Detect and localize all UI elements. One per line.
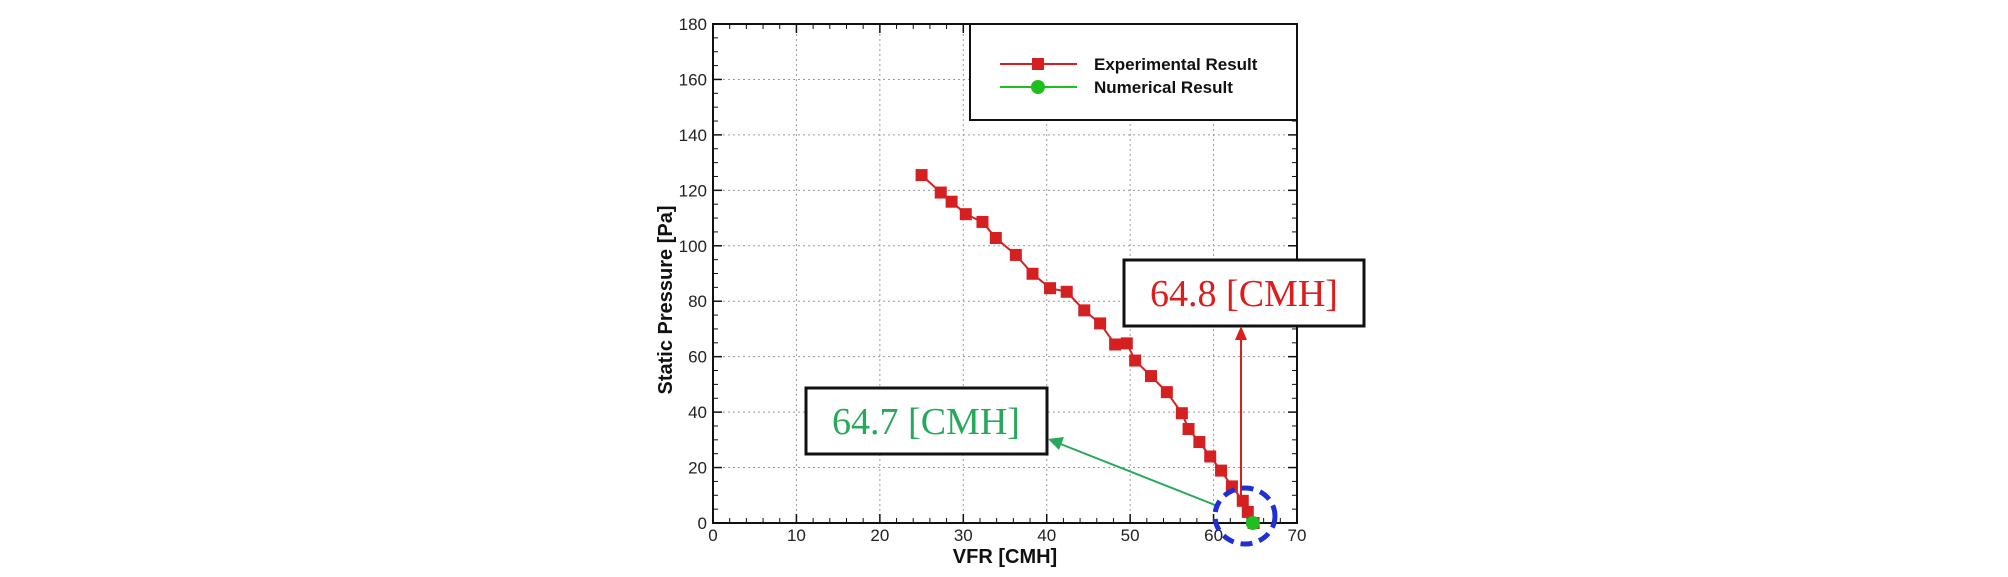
annotation-numerical-text: 64.7 [CMH] (832, 401, 1020, 443)
y-tick-label: 20 (688, 459, 707, 478)
data-point-experimental (945, 195, 958, 208)
data-point-experimental (1241, 505, 1254, 518)
y-tick-label: 160 (679, 70, 707, 89)
y-tick-label: 0 (698, 514, 707, 533)
annotation-numerical-arrowhead (1048, 437, 1064, 450)
data-point-experimental (1129, 354, 1142, 367)
data-point-experimental (934, 186, 947, 199)
x-tick-label: 70 (1288, 526, 1307, 545)
data-point-experimental (1044, 282, 1057, 295)
annotation-numerical-arrow (1057, 442, 1216, 506)
x-tick-label: 60 (1204, 526, 1223, 545)
annotation-experimental-box (1122, 258, 1366, 328)
data-point-experimental (1182, 423, 1195, 436)
data-point-experimental (989, 232, 1002, 245)
data-point-numerical (1245, 516, 1260, 530)
data-point-experimental (1094, 317, 1107, 330)
y-tick-label: 180 (679, 15, 707, 34)
y-tick-label: 100 (679, 237, 707, 256)
y-tick-label: 120 (679, 181, 707, 200)
series-lines (920, 174, 1255, 524)
data-point-experimental (959, 208, 972, 221)
annotation-numerical-box (804, 386, 1049, 456)
x-tick-label: 30 (954, 526, 973, 545)
y-tick-label: 80 (688, 292, 707, 311)
data-point-experimental (1236, 494, 1249, 507)
x-tick-label: 0 (708, 526, 717, 545)
data-point-experimental (1026, 267, 1039, 280)
data-point-experimental (1120, 337, 1133, 350)
series-markers (915, 169, 1260, 530)
data-point-experimental (1225, 480, 1238, 493)
legend-label-experimental: Experimental Result (1094, 55, 1258, 74)
x-axis-ticks: 0 10 20 30 40 50 60 70 (708, 24, 1306, 545)
data-point-experimental (1215, 464, 1228, 477)
x-tick-label: 20 (870, 526, 889, 545)
x-tick-label: 10 (787, 526, 806, 545)
legend-marker-numerical (1031, 80, 1045, 94)
annotation-experimental-text: 64.8 [CMH] (1150, 273, 1338, 315)
data-point-experimental (976, 215, 989, 228)
legend-label-numerical: Numerical Result (1094, 78, 1233, 97)
y-tick-label: 40 (688, 403, 707, 422)
y-axis-title: Static Pressure [Pa] (655, 206, 677, 395)
y-tick-label: 60 (688, 348, 707, 367)
y-tick-label: 140 (679, 126, 707, 145)
data-point-experimental (1078, 304, 1091, 317)
data-point-experimental (1175, 407, 1188, 420)
legend: Experimental Result Numerical Result (969, 23, 1298, 121)
data-point-experimental (1193, 436, 1206, 449)
data-point-experimental (1060, 285, 1073, 298)
annotation-experimental-arrowhead (1235, 326, 1247, 340)
series-line-0 (920, 174, 1255, 524)
legend-marker-experimental (1032, 58, 1044, 70)
data-point-experimental (1109, 338, 1122, 351)
data-point-experimental (1204, 450, 1217, 463)
data-point-experimental (1145, 370, 1157, 383)
x-axis-title: VFR [CMH] (953, 546, 1057, 568)
x-tick-label: 50 (1121, 526, 1140, 545)
highlight-circle (1212, 485, 1278, 547)
data-point-experimental (1009, 248, 1022, 261)
legend-box (969, 23, 1298, 121)
annotation-experimental: 64.8 [CMH] (1122, 258, 1366, 500)
data-point-experimental (915, 169, 928, 182)
data-point-experimental (1160, 386, 1173, 399)
x-tick-label: 40 (1037, 526, 1056, 545)
annotation-numerical: 64.7 [CMH] (804, 386, 1216, 506)
